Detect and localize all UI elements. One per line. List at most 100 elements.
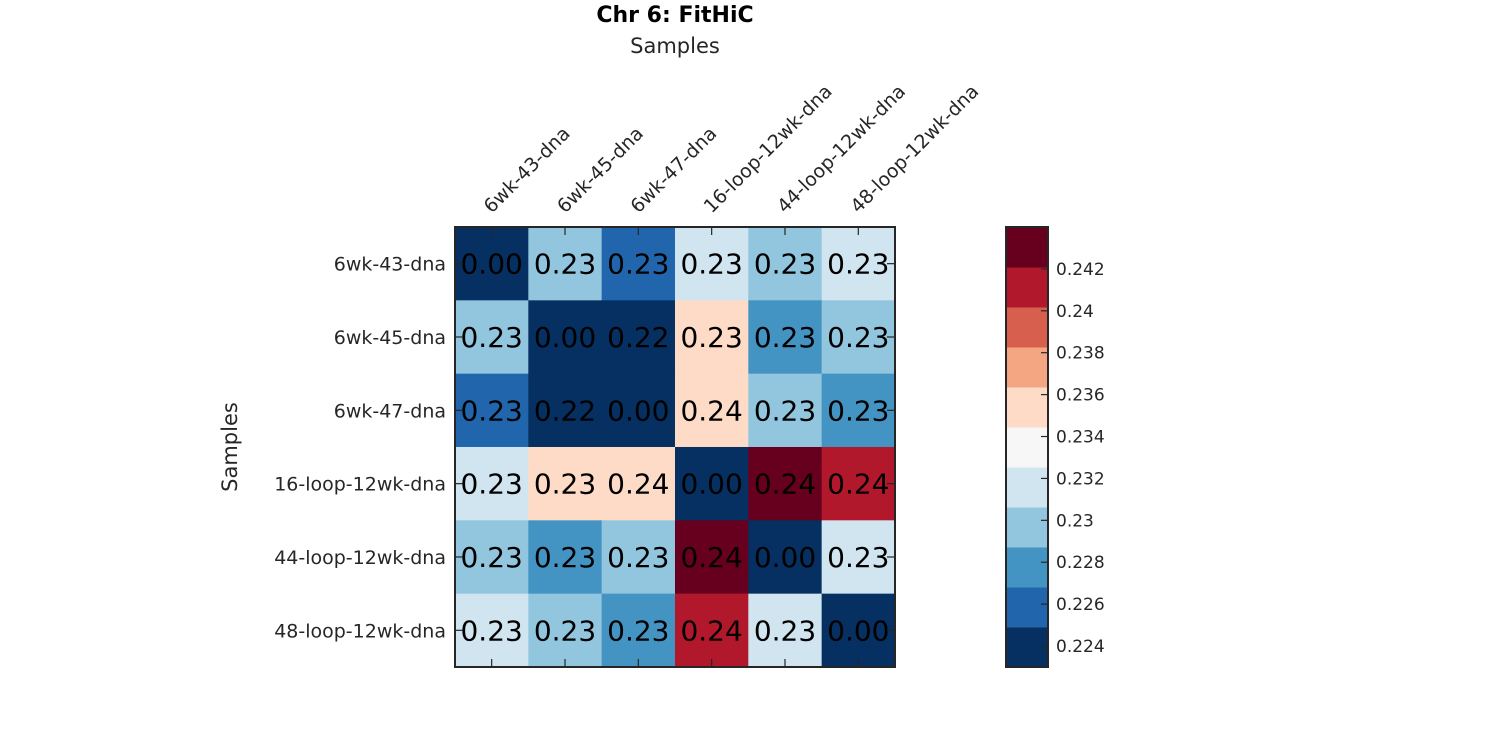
colorbar-tick-label: 0.226 (1056, 595, 1105, 615)
cell-value-label: 0.22 (607, 321, 669, 354)
heatmap-cell (821, 520, 896, 595)
heatmap-cell (528, 300, 603, 375)
colorbar-segment (1006, 347, 1048, 388)
cell-value-label: 0.23 (607, 541, 669, 574)
colorbar-segment (1006, 307, 1048, 348)
cell-value-label: 0.23 (754, 321, 816, 354)
cell-value-label: 0.23 (460, 394, 522, 427)
heatmap-cell (748, 300, 823, 375)
heatmap-cell (455, 373, 529, 448)
y-tick-label: 44-loop-12wk-dna (274, 547, 446, 569)
heatmap-cell (748, 520, 823, 595)
y-tick-labels: 6wk-43-dna 6wk-45-dna 6wk-47-dna 16-loop-12… (274, 254, 446, 643)
colorbar-segment (1006, 387, 1048, 428)
heatmap-cell (528, 593, 603, 668)
heatmap-cell (821, 446, 896, 521)
heatmap-cell (674, 373, 749, 448)
colorbar-frame (1005, 226, 1049, 668)
heatmap-cell (821, 300, 896, 375)
heatmap-cell (601, 300, 676, 375)
heatmap-cell (748, 373, 823, 448)
x-axis-label: Samples (630, 34, 720, 58)
x-tick-label: 48-loop-12wk-dna (846, 80, 983, 217)
colorbar-segment (1006, 227, 1048, 268)
heatmap-cell (821, 593, 896, 668)
cell-value-label: 0.23 (827, 541, 889, 574)
y-tick-label: 6wk-47-dna (334, 400, 446, 422)
cell-value-label: 0.23 (754, 614, 816, 647)
colorbar-tick-label: 0.232 (1056, 469, 1105, 489)
cell-value-label: 0.24 (754, 468, 816, 501)
heatmap-cell (528, 446, 603, 521)
heatmap-cell (601, 373, 676, 448)
heatmap-cell (674, 446, 749, 521)
colorbar-tick-label: 0.238 (1056, 344, 1105, 364)
cell-value-label: 0.24 (680, 541, 742, 574)
cell-value-label: 0.23 (534, 614, 596, 647)
y-tick-label: 48-loop-12wk-dna (274, 620, 446, 642)
y-tick-label: 16-loop-12wk-dna (274, 474, 446, 496)
colorbar-segment (1006, 267, 1048, 308)
colorbar-tick-label: 0.236 (1056, 386, 1105, 406)
heatmap-cell (528, 227, 603, 301)
chart-title: Chr 6: FitHiC (596, 3, 753, 28)
cell-value-label: 0.23 (460, 541, 522, 574)
y-tick-label: 6wk-43-dna (334, 254, 446, 276)
heatmap-cell (455, 520, 529, 595)
cell-value-label: 0.23 (460, 468, 522, 501)
cell-value-label: 0.23 (754, 248, 816, 281)
heatmap-cell (821, 373, 896, 448)
y-tick-label: 6wk-45-dna (334, 327, 446, 349)
cell-value-label: 0.23 (827, 321, 889, 354)
cell-value-label: 0.23 (827, 248, 889, 281)
heatmap-cell (821, 227, 896, 301)
cell-value-label: 0.23 (460, 321, 522, 354)
heatmap-cell (674, 227, 749, 301)
heatmap-cell (528, 373, 603, 448)
cell-value-label: 0.22 (534, 394, 596, 427)
cell-value-label: 0.00 (460, 248, 522, 281)
heatmap-cell (455, 300, 529, 375)
heatmap-cell (601, 520, 676, 595)
cell-value-label: 0.00 (534, 321, 596, 354)
cell-value-label: 0.23 (607, 248, 669, 281)
colorbar-segment (1006, 547, 1048, 588)
heatmap-cell (455, 446, 529, 521)
cell-value-label: 0.23 (754, 394, 816, 427)
cell-value-label: 0.24 (680, 394, 742, 427)
axis-tick-marks (455, 227, 895, 667)
colorbar-tick-label: 0.228 (1056, 553, 1105, 573)
cell-value-label: 0.24 (680, 614, 742, 647)
colorbar-tick-label: 0.24 (1056, 302, 1094, 322)
y-axis-label: Samples (218, 402, 242, 492)
cell-value-label: 0.24 (607, 468, 669, 501)
colorbar-tick-label: 0.224 (1056, 637, 1105, 657)
colorbar-tick-label: 0.23 (1056, 511, 1094, 531)
cell-value-label: 0.23 (680, 248, 742, 281)
heatmap-cell (601, 446, 676, 521)
cell-value-label: 0.00 (680, 468, 742, 501)
heatmap-cell (674, 300, 749, 375)
x-tick-label: 16-loop-12wk-dna (700, 80, 837, 217)
colorbar-segment (1006, 587, 1048, 628)
heatmap-cell (674, 593, 749, 668)
heatmap-cell (601, 227, 676, 301)
x-tick-labels: 6wk-43-dna6wk-45-dna6wk-47-dna16-loop-12… (480, 80, 984, 217)
colorbar: 0.224 0.226 0.228 0.23 0.232 0.234 0.236 0.238 0… (1005, 226, 1105, 668)
heatmap-cell (528, 520, 603, 595)
colorbar-tick-label: 0.234 (1056, 428, 1105, 448)
heatmap-cells (455, 227, 896, 668)
cell-value-label: 0.24 (827, 468, 889, 501)
colorbar-tick-label: 0.242 (1056, 260, 1105, 280)
heatmap-cell (455, 593, 529, 668)
cell-value-label: 0.00 (607, 394, 669, 427)
heatmap-cell (455, 227, 529, 301)
cell-value-label: 0.00 (827, 614, 889, 647)
x-tick-label: 44-loop-12wk-dna (773, 80, 910, 217)
cell-value-label: 0.23 (534, 541, 596, 574)
heatmap-cell (748, 593, 823, 668)
cell-value-label: 0.23 (534, 468, 596, 501)
cell-value-label: 0.00 (754, 541, 816, 574)
cell-value-label: 0.23 (534, 248, 596, 281)
